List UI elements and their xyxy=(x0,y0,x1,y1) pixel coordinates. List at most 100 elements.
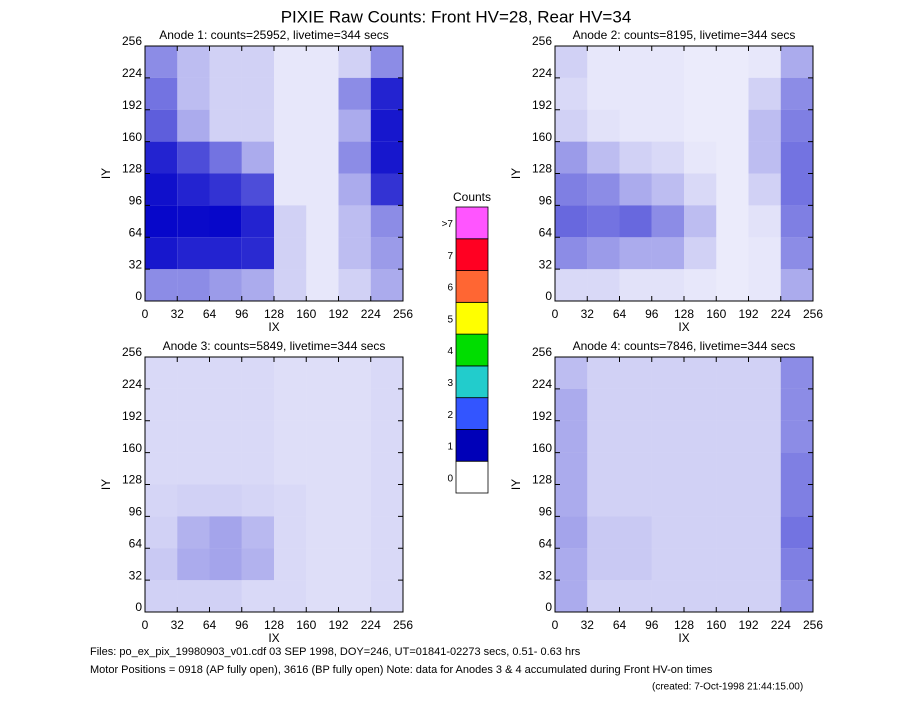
density-cell xyxy=(209,173,242,206)
y-tick-label: 64 xyxy=(539,225,553,239)
density-cell xyxy=(748,237,781,270)
density-cell xyxy=(716,548,749,581)
density-cell xyxy=(716,141,749,174)
density-cell xyxy=(780,237,813,270)
density-cell xyxy=(241,173,274,206)
colorbar-level xyxy=(455,301,489,335)
density-cell xyxy=(274,269,307,301)
y-tick-label: 192 xyxy=(122,409,142,423)
density-cell xyxy=(716,420,749,453)
density-cell xyxy=(684,237,717,270)
y-tick-label: 128 xyxy=(122,473,142,487)
y-tick-label: 0 xyxy=(545,600,552,614)
density-cell xyxy=(651,357,684,389)
y-tick-label: 128 xyxy=(532,162,552,176)
y-tick-label: 96 xyxy=(539,194,553,208)
density-cell xyxy=(555,388,588,421)
density-cell xyxy=(209,452,242,485)
density-cell xyxy=(177,141,210,174)
density-cell xyxy=(209,205,242,238)
density-cell xyxy=(748,46,781,78)
x-tick-label: 32 xyxy=(581,618,595,632)
density-cell xyxy=(716,452,749,485)
density-cell xyxy=(209,484,242,517)
colorbar-level xyxy=(455,206,489,240)
density-cell xyxy=(338,173,371,206)
density-cell xyxy=(274,452,307,485)
colorbar-level xyxy=(455,333,489,367)
density-cell xyxy=(145,173,178,206)
density-cell xyxy=(780,141,813,174)
density-cell xyxy=(748,109,781,142)
density-cell xyxy=(780,109,813,142)
density-cell xyxy=(306,141,339,174)
density-cell xyxy=(145,484,178,517)
density-cell xyxy=(338,548,371,581)
density-cell xyxy=(587,109,620,142)
density-cell xyxy=(780,205,813,238)
density-cell xyxy=(587,357,620,389)
density-cell xyxy=(145,237,178,270)
density-cell xyxy=(274,141,307,174)
density-cell xyxy=(306,420,339,453)
colorbar-label: >7 xyxy=(442,219,454,230)
panel-title: Anode 1: counts=25952, livetime=344 secs xyxy=(159,28,389,42)
x-tick-label: 0 xyxy=(142,618,149,632)
density-cell xyxy=(651,109,684,142)
x-tick-label: 0 xyxy=(552,307,559,321)
density-cell xyxy=(748,205,781,238)
density-cell xyxy=(684,269,717,301)
density-cell xyxy=(177,269,210,301)
density-cell xyxy=(587,388,620,421)
density-cell xyxy=(587,420,620,453)
y-axis-label: IY xyxy=(99,168,113,179)
colorbar-level xyxy=(455,397,489,430)
density-cell xyxy=(145,205,178,238)
colorbar-title: Counts xyxy=(453,190,491,204)
density-cell xyxy=(587,205,620,238)
density-cell xyxy=(748,77,781,110)
density-cell xyxy=(555,141,588,174)
density-cell xyxy=(555,46,588,78)
density-cell xyxy=(651,237,684,270)
colorbar-level xyxy=(455,460,489,494)
density-cell xyxy=(274,388,307,421)
density-cell xyxy=(370,548,403,581)
density-cell xyxy=(177,357,210,389)
density-cell xyxy=(241,580,274,612)
density-cell xyxy=(274,173,307,206)
x-tick-label: 160 xyxy=(706,307,726,321)
density-cell xyxy=(748,452,781,485)
density-cell xyxy=(555,269,588,301)
density-cell xyxy=(619,173,652,206)
density-cell xyxy=(780,46,813,78)
density-cell xyxy=(684,109,717,142)
density-cell xyxy=(587,77,620,110)
density-cell xyxy=(780,548,813,581)
x-tick-label: 192 xyxy=(328,618,348,632)
density-cell xyxy=(274,357,307,389)
density-cell xyxy=(306,548,339,581)
density-cell xyxy=(748,357,781,389)
density-cell xyxy=(177,205,210,238)
density-cell xyxy=(241,269,274,301)
density-cell xyxy=(587,269,620,301)
density-cell xyxy=(241,46,274,78)
density-cell xyxy=(177,46,210,78)
density-cell xyxy=(306,388,339,421)
page-title: PIXIE Raw Counts: Front HV=28, Rear HV=3… xyxy=(281,7,632,26)
y-tick-label: 0 xyxy=(135,289,142,303)
density-cell xyxy=(209,141,242,174)
density-cell xyxy=(370,452,403,485)
density-cell xyxy=(555,516,588,549)
density-cell xyxy=(274,548,307,581)
x-tick-label: 256 xyxy=(393,618,413,632)
density-cell xyxy=(370,484,403,517)
density-cell xyxy=(716,205,749,238)
density-cell xyxy=(338,46,371,78)
density-cell xyxy=(145,548,178,581)
y-tick-label: 64 xyxy=(129,225,143,239)
density-cell xyxy=(651,77,684,110)
y-tick-label: 0 xyxy=(135,600,142,614)
y-axis-label: IY xyxy=(99,479,113,490)
